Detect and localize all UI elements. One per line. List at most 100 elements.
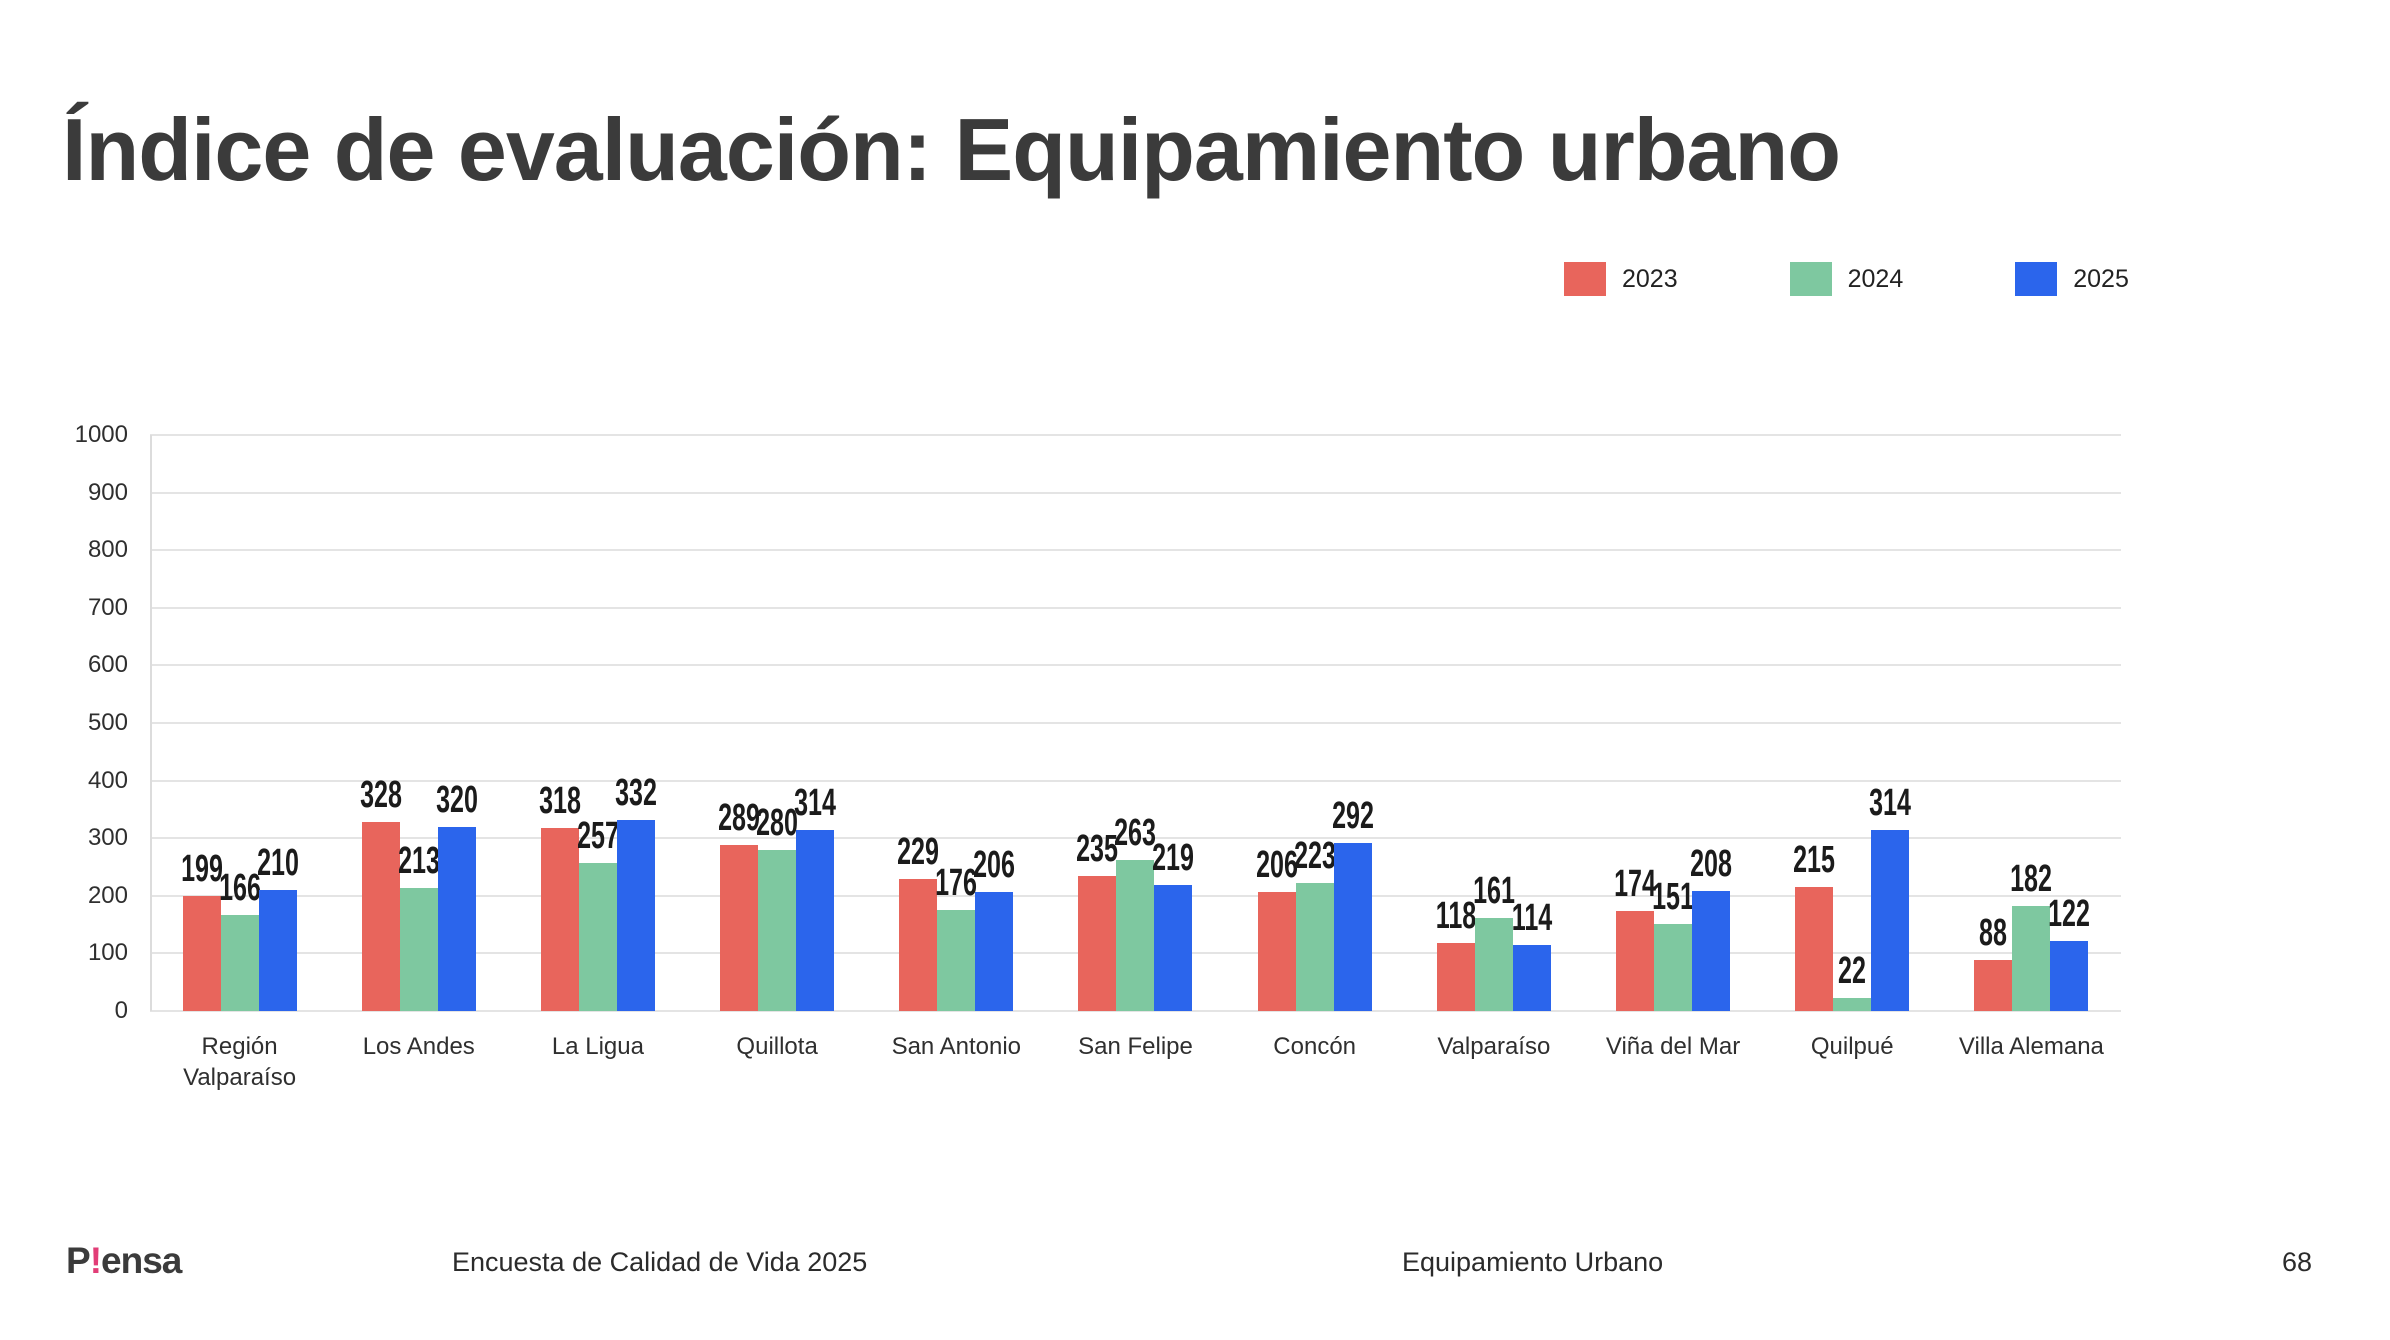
bar-value-label: 161: [1472, 870, 1515, 913]
bar-segment: [975, 892, 1014, 1011]
gridline: [150, 837, 2121, 840]
gridline: [150, 722, 2121, 724]
bar-value-label: 151: [1652, 876, 1694, 919]
bar-segment: [720, 844, 759, 1011]
bar-value-label: 235: [1076, 827, 1119, 870]
bar-group: 88 182 122: [1942, 435, 2121, 1011]
bar-value-label: 314: [794, 782, 837, 825]
bar-group: 199 166 210: [150, 435, 329, 1011]
bar-value-label: 199: [180, 848, 223, 891]
bar-segment: [1257, 892, 1296, 1011]
bar-segment: [758, 849, 797, 1011]
gridline: [150, 549, 2121, 552]
y-axis-tick-label: 700: [87, 593, 128, 621]
bar-value-label: 320: [435, 778, 478, 821]
bar-segment: [258, 890, 297, 1011]
gridline: [150, 779, 2121, 782]
bar-value-label: 257: [577, 814, 619, 857]
gridline: [150, 434, 2121, 436]
bar-segment: [1116, 859, 1155, 1011]
x-axis-label: Región Valparaíso: [183, 1033, 297, 1092]
bar-group: 206 223 292: [1225, 435, 1404, 1011]
y-axis-tick-label: 800: [87, 536, 128, 564]
bar-value-label: 263: [1114, 811, 1157, 854]
bar-segment: [2050, 940, 2089, 1011]
bar-segment: [1654, 924, 1693, 1011]
x-axis-label: Quillota: [736, 1033, 818, 1060]
bar-value-label: 176: [935, 861, 978, 904]
x-axis-label: Los Andes: [362, 1033, 475, 1060]
bar-segment: [1474, 918, 1513, 1011]
bar-value-label: 210: [256, 842, 299, 885]
y-axis-tick-label: 900: [87, 478, 128, 506]
bar-value-label: 292: [1331, 794, 1374, 837]
bar-group: 174 151 208: [1583, 435, 1762, 1011]
bar-segment: [1833, 998, 1872, 1011]
bar-segment: [899, 879, 938, 1011]
chart-legend: 2023 2024 2025: [1564, 262, 2129, 296]
bar-value-label: 122: [2048, 892, 2091, 935]
bar-segment: [1078, 875, 1117, 1011]
x-axis-label: Concón: [1273, 1033, 1357, 1060]
bar-segment: [796, 830, 835, 1011]
piensa-logo: P!ensa: [66, 1240, 182, 1282]
x-axis-label: San Antonio: [891, 1033, 1022, 1060]
y-axis-tick-label: 100: [87, 939, 128, 967]
gridline: [150, 664, 2121, 667]
y-axis-line: [150, 435, 152, 1011]
bar-segment: [1512, 945, 1551, 1011]
bar-value-label: 332: [615, 771, 657, 814]
bar-value-label: 289: [718, 796, 761, 839]
bar-segment: [182, 896, 221, 1011]
bar-segment: [1295, 882, 1334, 1011]
bar-segment: [1154, 884, 1193, 1011]
bar-segment: [1871, 830, 1910, 1011]
legend-item: 2025: [2015, 262, 2129, 296]
bar-group: 118 161 114: [1404, 435, 1583, 1011]
bar-segment: [540, 827, 579, 1011]
bar-value-label: 22: [1838, 950, 1867, 993]
bar-segment: [1333, 842, 1372, 1011]
page-title: Índice de evaluación: Equipamiento urban…: [62, 99, 1841, 199]
logo-letter-p: P: [66, 1240, 91, 1281]
footer-survey-title: Encuesta de Calidad de Vida 2025: [452, 1247, 868, 1277]
bar-value-label: 318: [539, 779, 581, 822]
bar-value-label: 166: [218, 867, 261, 910]
logo-letters-ensa: ensa: [101, 1240, 182, 1281]
bar-segment: [399, 888, 438, 1011]
bar-segment: [1436, 943, 1475, 1011]
bar-segment: [1974, 960, 2013, 1011]
y-axis-tick-label: 200: [87, 881, 128, 909]
x-axis-label: Viña del Mar: [1605, 1033, 1741, 1060]
x-axis-label: Villa Alemana: [1958, 1033, 2104, 1060]
y-axis-tick-label: 1000: [74, 421, 128, 448]
bar-segment: [1616, 910, 1655, 1011]
legend-item: 2023: [1564, 262, 1678, 296]
bar-segment: [578, 862, 617, 1011]
x-axis-label: San Felipe: [1078, 1033, 1193, 1060]
bar-segment: [361, 822, 400, 1011]
y-axis-tick-label: 500: [87, 709, 128, 736]
x-axis-label: La Ligua: [551, 1033, 644, 1060]
bar-segment: [220, 915, 259, 1011]
bar-value-label: 206: [1255, 844, 1298, 887]
bar-value-label: 208: [1690, 843, 1732, 886]
legend-item: 2024: [1789, 262, 1904, 296]
legend-label: 2025: [2073, 264, 2129, 293]
bar-value-label: 219: [1152, 836, 1195, 879]
bar-group: 235 263 219: [1046, 435, 1225, 1011]
page-number: 68: [2281, 1247, 2312, 1277]
y-axis-tick-label: 300: [87, 824, 128, 852]
y-axis-tick-label: 400: [87, 766, 128, 794]
gridline: [150, 1010, 2121, 1012]
gridline: [150, 606, 2121, 609]
y-axis-tick-label: 600: [87, 651, 128, 679]
bar-group: 289 280 314: [688, 435, 867, 1011]
bar-value-label: 223: [1293, 834, 1336, 877]
bar-segment: [2012, 906, 2051, 1011]
legend-label: 2024: [1847, 264, 1904, 293]
bar-value-label: 280: [756, 801, 799, 844]
bar-segment: [937, 909, 976, 1011]
footer-section-title: Equipamiento Urbano: [1402, 1247, 1664, 1277]
bar-value-label: 314: [1869, 782, 1912, 825]
